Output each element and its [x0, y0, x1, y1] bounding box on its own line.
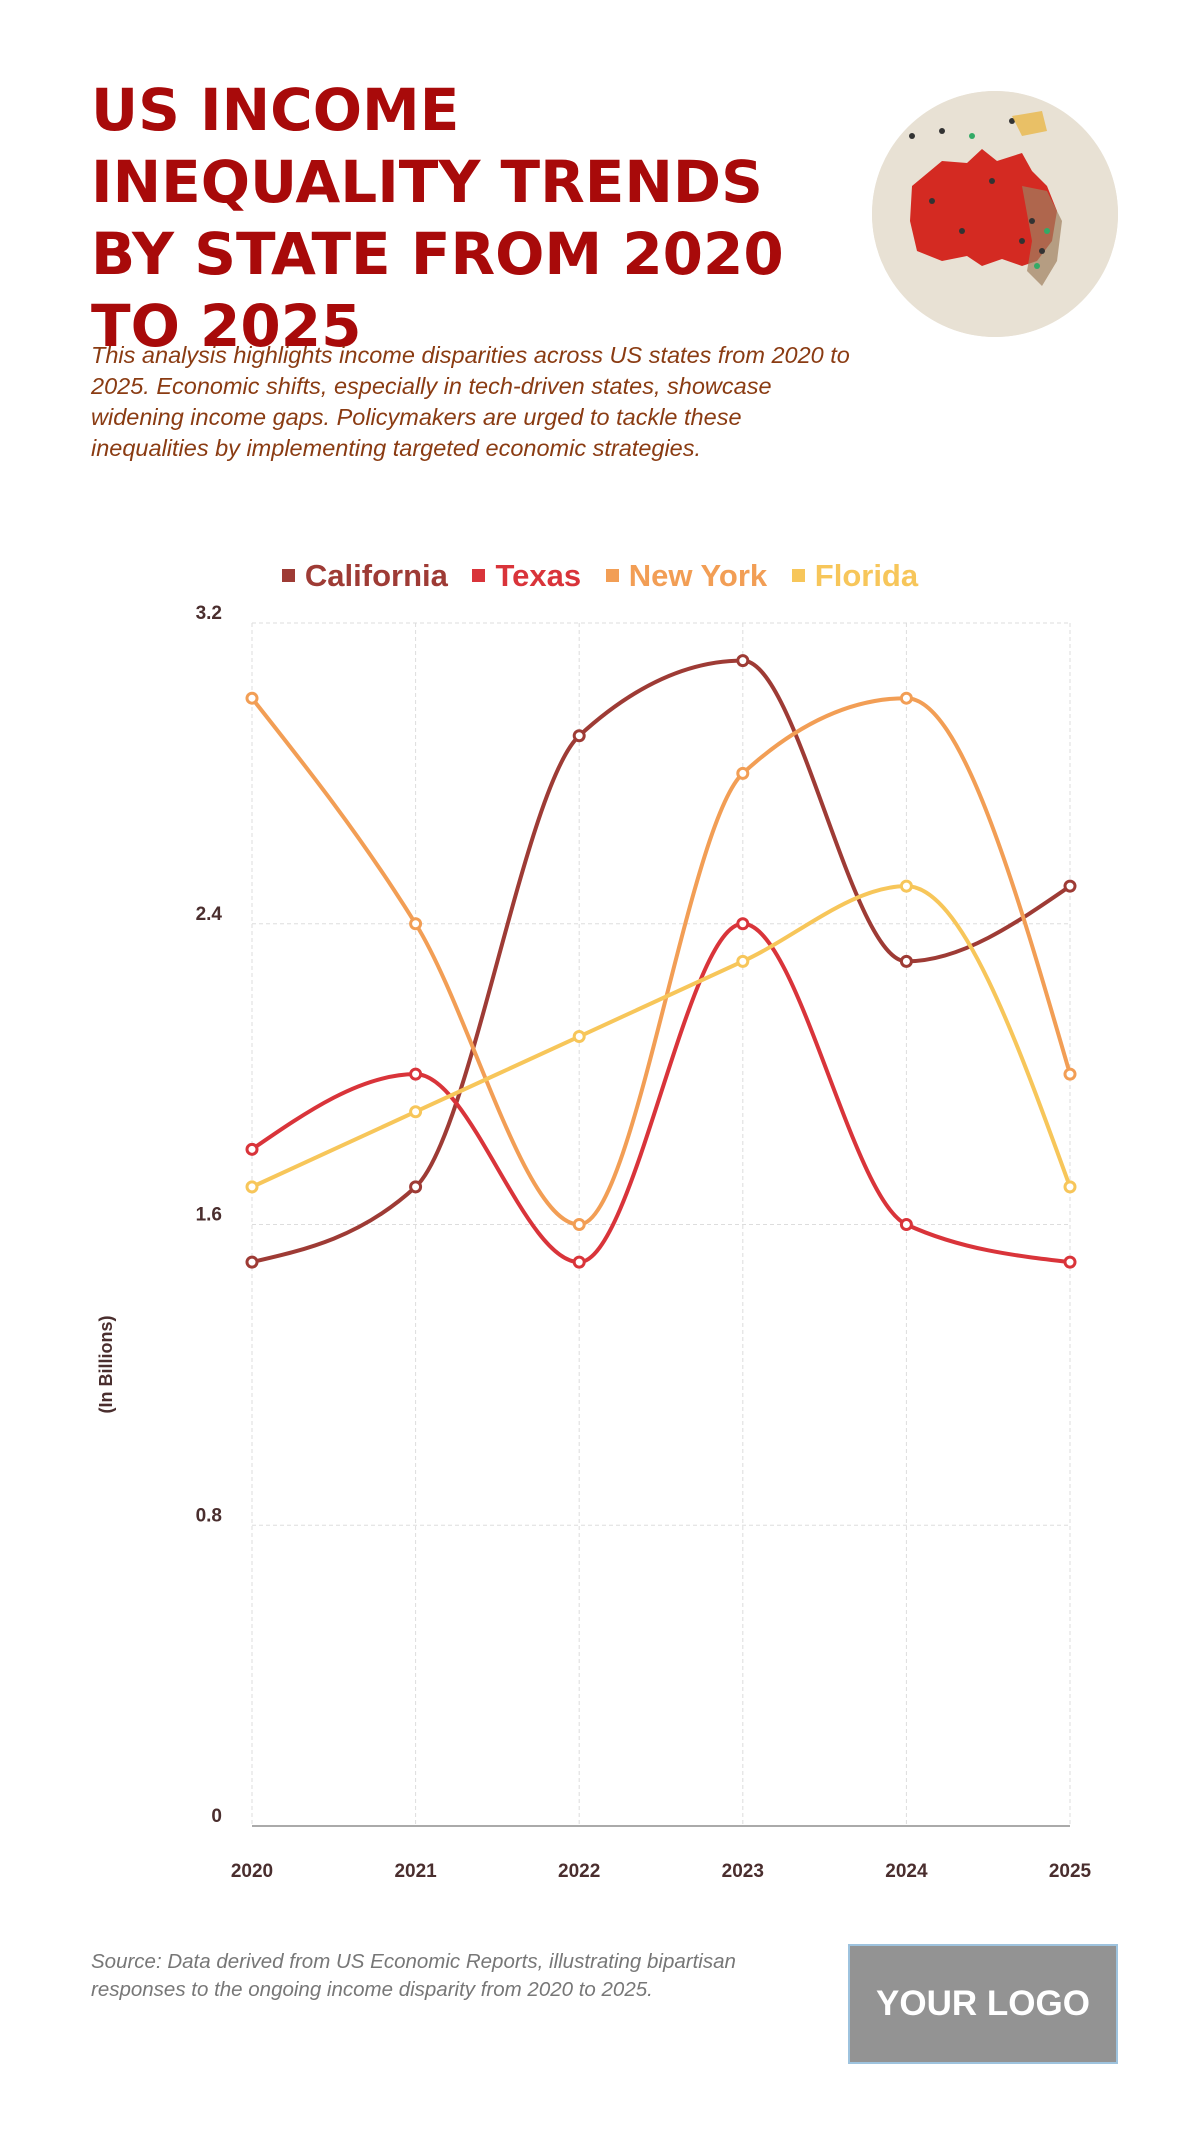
data-point-california: [736, 654, 750, 668]
data-point-florida: [899, 879, 913, 893]
y-axis-title: (In Billions): [96, 1316, 116, 1414]
y-tick-label: 1.6: [196, 1205, 222, 1226]
legend-item-texas[interactable]: Texas: [472, 558, 581, 594]
x-tick-label: 2021: [394, 1861, 437, 1882]
legend-item-florida[interactable]: Florida: [791, 558, 919, 594]
data-point-texas: [899, 1218, 913, 1231]
data-point-new-york: [1063, 1067, 1077, 1081]
y-tick-label: 2.4: [196, 904, 223, 925]
legend-label: New York: [628, 558, 768, 593]
x-tick-label: 2025: [1049, 1861, 1092, 1882]
data-point-texas: [1063, 1255, 1077, 1269]
series-line-new-york: [250, 696, 1072, 1227]
legend-swatch: [281, 569, 295, 583]
chart-legend: California Texas New York Florida: [0, 558, 1200, 594]
data-point-california: [245, 1255, 259, 1269]
data-point-texas: [409, 1067, 423, 1081]
data-point-california: [899, 954, 913, 968]
legend-label: California: [304, 558, 448, 593]
series-line-california: [251, 658, 1072, 1265]
x-tick-label: 2020: [231, 1861, 273, 1882]
pinned-map-icon: [872, 91, 1118, 337]
series-line-texas: [250, 921, 1071, 1265]
page-title: US INCOME INEQUALITY TRENDS BY STATE FRO…: [91, 76, 784, 360]
series-line-florida: [251, 884, 1072, 1189]
hero-map-image: [872, 91, 1118, 337]
data-point-florida: [409, 1105, 423, 1119]
data-point-texas: [245, 1142, 259, 1156]
legend-swatch: [605, 569, 619, 583]
legend-item-california[interactable]: California: [281, 558, 448, 594]
data-point-new-york: [572, 1218, 586, 1231]
legend-label: Florida: [814, 558, 919, 593]
legend-label: Texas: [495, 558, 582, 593]
y-tick-label: 0.8: [196, 1505, 222, 1526]
legend-swatch: [791, 569, 805, 583]
data-point-new-york: [409, 917, 423, 931]
y-tick-label: 0: [211, 1806, 222, 1827]
x-tick-label: 2024: [885, 1861, 928, 1882]
data-point-california: [1063, 879, 1077, 893]
data-point-new-york: [245, 691, 259, 705]
legend-swatch: [472, 569, 486, 583]
legend-item-new-york[interactable]: New York: [605, 558, 768, 594]
y-tick-label: 3.2: [196, 603, 222, 624]
data-point-texas: [572, 1255, 586, 1269]
data-point-new-york: [899, 691, 913, 705]
description: This analysis highlights income disparit…: [91, 342, 850, 461]
data-point-florida: [736, 954, 750, 968]
source-note: Source: Data derived from US Economic Re…: [91, 1950, 736, 2001]
data-point-california: [572, 729, 586, 743]
data-point-california: [409, 1180, 423, 1194]
data-point-texas: [736, 917, 750, 931]
data-point-florida: [572, 1030, 586, 1044]
x-tick-label: 2023: [722, 1861, 764, 1882]
data-point-florida: [245, 1180, 259, 1194]
line-chart: 0 0.8 1.6 2.4 3.2 2020 2021 2022 2023 2024 2025 (In…: [96, 603, 1092, 1882]
data-point-new-york: [736, 766, 750, 780]
x-tick-label: 2022: [558, 1861, 600, 1882]
data-point-florida: [1063, 1180, 1077, 1194]
logo-placeholder: YOUR LOGO: [848, 1944, 1118, 2064]
